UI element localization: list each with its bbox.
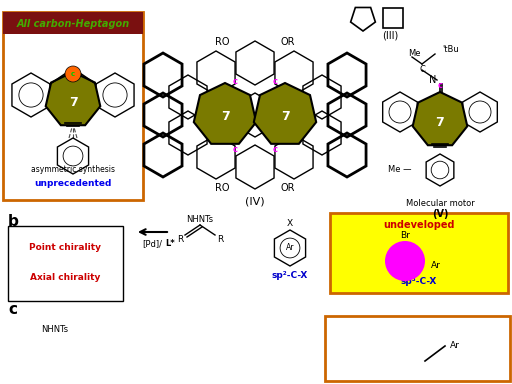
Text: c: c [272,144,278,154]
Polygon shape [254,83,316,144]
Text: Me —: Me — [389,166,412,174]
Text: Axial chirality: Axial chirality [30,273,100,281]
Text: c: c [71,71,75,77]
Text: 7: 7 [221,111,229,124]
Text: OR: OR [281,37,295,47]
Polygon shape [46,72,100,125]
FancyBboxPatch shape [3,12,143,34]
Text: L*: L* [165,240,175,248]
Circle shape [65,66,81,82]
Text: c: c [232,76,238,86]
Text: 7: 7 [69,96,77,109]
FancyBboxPatch shape [330,213,508,293]
Text: NHNTs: NHNTs [186,215,214,225]
Text: unprecedented: unprecedented [34,179,112,187]
Text: Molecular motor: Molecular motor [406,199,475,207]
Text: (III): (III) [382,30,398,40]
Text: OR: OR [281,183,295,193]
Polygon shape [194,83,256,144]
Text: b: b [8,214,19,229]
Text: N: N [429,75,436,85]
Text: [Pd]/: [Pd]/ [142,240,162,248]
Text: RO: RO [215,183,229,193]
Text: R: R [217,235,223,245]
Text: X: X [287,218,293,227]
Text: 7: 7 [436,116,444,129]
Text: Ar: Ar [431,262,441,270]
Text: sp²-C-X: sp²-C-X [272,271,308,280]
Text: All carbon-Heptagon: All carbon-Heptagon [16,19,130,29]
Text: R: R [177,235,183,245]
Text: c: c [437,81,442,90]
Text: Me: Me [408,50,420,58]
FancyBboxPatch shape [8,226,123,301]
Text: Ar: Ar [450,341,460,351]
Text: 'tBu: 'tBu [442,45,459,55]
Text: sp³-C-X: sp³-C-X [401,276,437,285]
FancyBboxPatch shape [3,12,143,200]
Text: asymmetric synthesis: asymmetric synthesis [31,166,115,174]
Text: Ar: Ar [286,243,294,253]
Text: C: C [419,66,425,74]
Text: c: c [272,76,278,86]
Text: RO: RO [215,37,229,47]
Circle shape [385,241,425,281]
Text: (IV): (IV) [245,197,265,207]
Text: 7: 7 [281,111,289,124]
Text: c: c [8,302,17,317]
Text: Point chirality: Point chirality [29,243,101,252]
Text: c: c [232,144,238,154]
Text: (V): (V) [432,209,448,219]
Text: Br: Br [400,230,410,240]
Text: undeveloped: undeveloped [383,220,455,230]
FancyBboxPatch shape [325,316,510,381]
Text: NHNTs: NHNTs [41,326,69,334]
Polygon shape [413,92,467,145]
